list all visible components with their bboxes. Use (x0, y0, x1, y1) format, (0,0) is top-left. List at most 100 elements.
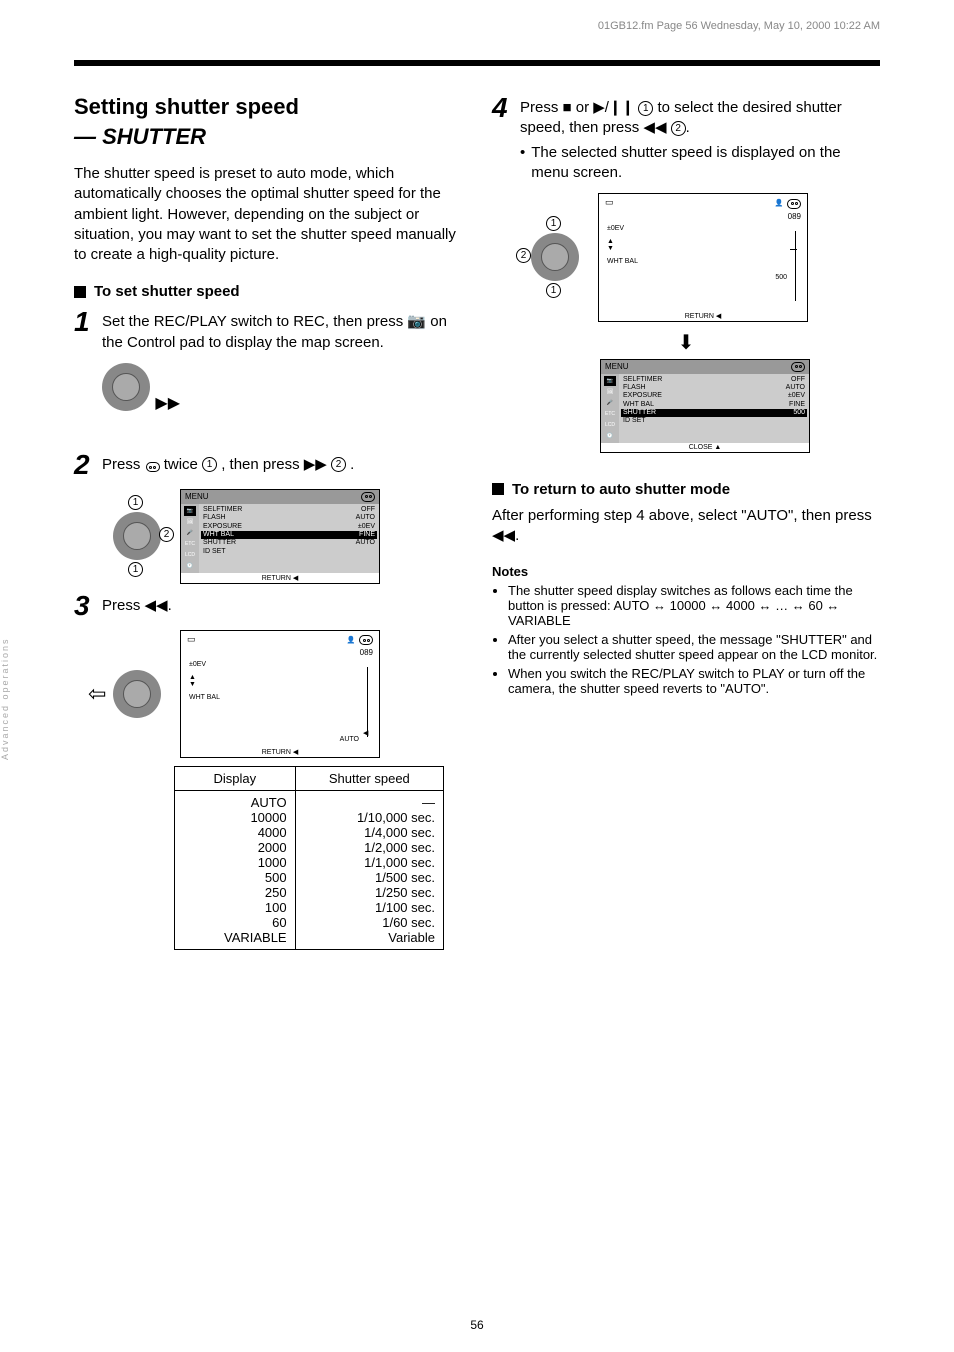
menu-row: FLASHAUTO (621, 384, 807, 392)
menu-tab-icon: ETC (604, 409, 616, 419)
left-column: Setting shutter speed — SHUTTER The shut… (74, 94, 462, 950)
step-3-text: Press ◀◀. (102, 592, 172, 620)
step-number: 1 (74, 308, 102, 353)
circled-1-icon: 1 (546, 216, 561, 231)
map-footer: RETURN ◀ (599, 311, 807, 321)
circled-2-icon: 2 (671, 121, 686, 136)
menu-footer: CLOSE ▲ (601, 443, 809, 452)
circled-1-icon: 1 (546, 283, 561, 298)
intro-paragraph: The shutter speed is preset to auto mode… (74, 164, 462, 265)
menu-row: FLASHAUTO (201, 514, 377, 522)
lens-icon (360, 492, 375, 502)
control-pad-diagram-2: 1 1 2 (102, 497, 172, 575)
table-header: Display (175, 767, 296, 791)
menu-row: WHT BALFINE (201, 531, 377, 539)
circled-1-icon: 1 (202, 457, 217, 472)
menu-tabbar: 📷🖼🎤ETCLCD🕐 (601, 374, 619, 443)
menu-row: ID SET (621, 417, 807, 425)
control-pad-diagram-4: 1 1 2 (520, 218, 590, 296)
notes-section: Notes The shutter speed display switches… (492, 564, 880, 696)
menu-tab-icon: 🎤 (604, 398, 616, 408)
step-2-text: Press twice 1 , then press ▶▶ 2 . (102, 451, 354, 479)
control-pad-diagram-1: ▶▶ (102, 363, 172, 441)
lens-icon (786, 199, 801, 209)
return-auto-body: After performing step 4 above, select "A… (492, 506, 880, 547)
page-number: 56 (470, 1318, 483, 1332)
counter: 089 (181, 648, 379, 657)
menu-row: SELFTIMEROFF (201, 506, 377, 514)
sidebar-section-label: Advanced operations (0, 637, 10, 760)
circled-2-icon: 2 (331, 457, 346, 472)
step-4-bullet: The selected shutter speed is displayed … (531, 143, 880, 184)
page-title: Setting shutter speed (74, 94, 462, 120)
menu-tab-icon: 🕐 (184, 561, 196, 571)
auto-label: AUTO (340, 736, 359, 743)
top-rule (74, 60, 880, 66)
menu-tabbar: 📷🖼🎤ETCLCD🕐 (181, 504, 199, 573)
table-header: Shutter speed (295, 767, 443, 791)
camera-icon: 📷 (407, 312, 426, 332)
circled-1-icon: 1 (638, 101, 653, 116)
menu-tab-icon: LCD (184, 550, 196, 560)
menu-title: MENU (185, 492, 209, 501)
top-page-ref: 01GB12.fm Page 56 Wednesday, May 10, 200… (598, 20, 880, 32)
step-4-text: Press ■ or ▶/❙❙ 1 to select the desired … (520, 94, 880, 183)
lens-icon (358, 635, 373, 645)
wb-label: WHT BAL (607, 258, 799, 265)
note-item: The shutter speed display switches as fo… (508, 583, 880, 628)
menu-panel: SELFTIMEROFFFLASHAUTOEXPOSURE±0EVWHT BAL… (199, 504, 379, 573)
menu-row: SHUTTERAUTO (201, 539, 377, 547)
battery-icon: ▭ (605, 197, 614, 208)
note-item: After you select a shutter speed, the me… (508, 632, 880, 662)
step-1-text: Set the REC/PLAY switch to REC, then pre… (102, 308, 462, 353)
square-bullet-icon (74, 286, 86, 298)
map-screen-1: ▭ 👤 089 ±0EV ▲▼ WHT BAL ◀ AUTO RETURN ◀ (180, 630, 380, 759)
menu-tab-icon: LCD (604, 420, 616, 430)
menu-tab-icon: 🎤 (184, 528, 196, 538)
circled-1-icon: 1 (128, 495, 143, 510)
step-1: 1 Set the REC/PLAY switch to REC, then p… (74, 308, 462, 353)
step-number: 4 (492, 94, 520, 183)
table-row: AUTO1000040002000100050025010060VARIABLE… (175, 791, 444, 950)
menu-tab-icon: 🖼 (184, 517, 196, 527)
step-number: 2 (74, 451, 102, 479)
return-auto-heading: To return to auto shutter mode (492, 481, 880, 498)
menu-screen-1: MENU 📷🖼🎤ETCLCD🕐 SELFTIMEROFFFLASHAUTOEXP… (180, 489, 380, 584)
step-number: 3 (74, 592, 102, 620)
map-screen-2: ▭ 👤 089 ±0EV ▲▼ WHT BAL 500 RETURN ◀ (598, 193, 808, 322)
menu-panel: SELFTIMEROFFFLASHAUTOEXPOSURE±0EVWHT BAL… (619, 374, 809, 443)
exposure-label: ±0EV (607, 225, 799, 232)
battery-icon: ▭ (187, 634, 196, 645)
square-bullet-icon (492, 483, 504, 495)
lens-icon (790, 362, 805, 372)
menu-footer: RETURN ◀ (181, 573, 379, 583)
control-pad-diagram-3: ⇦ (102, 655, 172, 733)
menu-tab-icon: 🖼 (604, 387, 616, 397)
map-footer: RETURN ◀ (181, 747, 379, 757)
menu-row: EXPOSURE±0EV (201, 523, 377, 531)
step-4: 4 Press ■ or ▶/❙❙ 1 to select the desire… (492, 94, 880, 183)
menu-screen-2: MENU 📷🖼🎤ETCLCD🕐 SELFTIMEROFFFLASHAUTOEXP… (600, 359, 810, 453)
circled-1-icon: 1 (128, 562, 143, 577)
step-3: 3 Press ◀◀. (74, 592, 462, 620)
menu-row: ID SET (201, 548, 377, 556)
step-2: 2 Press twice 1 , then press ▶▶ 2 . (74, 451, 462, 479)
menu-row: EXPOSURE±0EV (621, 392, 807, 400)
menu-tab-icon: 📷 (184, 506, 196, 516)
shutter-speed-table: Display Shutter speed AUTO10000400020001… (174, 766, 444, 950)
circled-2-icon: 2 (159, 527, 174, 542)
right-column: 4 Press ■ or ▶/❙❙ 1 to select the desire… (492, 94, 880, 950)
return-auto-heading-text: To return to auto shutter mode (512, 481, 730, 498)
notes-heading: Notes (492, 564, 880, 579)
set-shutter-heading: To set shutter speed (74, 283, 462, 300)
right-arrow-icon: ▶▶ (155, 393, 180, 413)
menu-tab-icon: 📷 (604, 376, 616, 386)
shutter-val-label: 500 (775, 274, 787, 281)
page-subtitle: — SHUTTER (74, 124, 462, 150)
wb-label: WHT BAL (189, 694, 371, 701)
left-arrow-outline-icon: ⇦ (88, 681, 106, 707)
menu-row: SHUTTER500 (621, 409, 807, 417)
menu-row: SELFTIMEROFF (621, 376, 807, 384)
set-shutter-heading-text: To set shutter speed (94, 283, 240, 300)
table-cell: —1/10,000 sec.1/4,000 sec.1/2,000 sec.1/… (295, 791, 443, 950)
